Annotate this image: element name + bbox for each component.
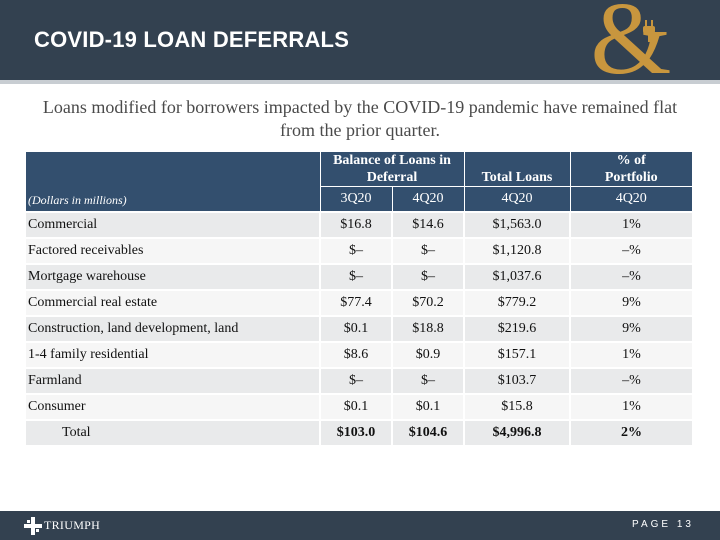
cell-total-loans: $157.1 — [464, 341, 571, 368]
cell-4q20: $0.1 — [392, 393, 465, 420]
table-row: Commercial real estate $77.4 $70.2 $779.… — [26, 289, 692, 316]
cell-4q20: $14.6 — [392, 211, 465, 238]
table-period-header-row: 3Q20 4Q20 4Q20 4Q20 — [26, 186, 692, 212]
cell-total-loans: $1,563.0 — [464, 211, 571, 238]
cell-pct: 1% — [570, 393, 692, 420]
cell-pct: –% — [570, 263, 692, 290]
row-label: Farmland — [26, 367, 321, 394]
cell-pct: 1% — [570, 211, 692, 238]
cell-pct: 9% — [570, 289, 692, 316]
plug-icon — [643, 20, 655, 42]
row-label: Mortgage warehouse — [26, 263, 321, 290]
row-label: Factored receivables — [26, 237, 321, 264]
cell-total-loans: $219.6 — [464, 315, 571, 342]
pct-portfolio-header: % of Portfolio — [570, 152, 692, 187]
cell-4q20: $18.8 — [392, 315, 465, 342]
footer-bar: TRIUMPH PAGE 13 — [0, 511, 720, 540]
cell-3q20: $16.8 — [320, 211, 393, 238]
row-label: Construction, land development, land — [26, 315, 321, 342]
period-header: 4Q20 — [570, 186, 692, 212]
table-row: Mortgage warehouse $– $– $1,037.6 –% — [26, 263, 692, 290]
period-header: 3Q20 — [320, 186, 393, 212]
total-loans-header: Total Loans — [464, 152, 571, 187]
cell-4q20: $70.2 — [392, 289, 465, 316]
table-total-row: Total $103.0 $104.6 $4,996.8 2% — [26, 419, 692, 445]
cell-3q20: $– — [320, 263, 393, 290]
cell-total-loans: $4,996.8 — [464, 419, 571, 445]
header-bar: COVID-19 LOAN DEFERRALS & — [0, 0, 720, 94]
cell-pct: 1% — [570, 341, 692, 368]
table-row: Factored receivables $– $– $1,120.8 –% — [26, 237, 692, 264]
cell-4q20: $104.6 — [392, 419, 465, 445]
row-label: Commercial real estate — [26, 289, 321, 316]
cell-4q20: $– — [392, 263, 465, 290]
cell-3q20: $77.4 — [320, 289, 393, 316]
cell-pct: 2% — [570, 419, 692, 445]
cell-3q20: $0.1 — [320, 315, 393, 342]
table-row: Consumer $0.1 $0.1 $15.8 1% — [26, 393, 692, 420]
cell-3q20: $0.1 — [320, 393, 393, 420]
brand-name: TRIUMPH — [44, 518, 101, 532]
table-row: 1-4 family residential $8.6 $0.9 $157.1 … — [26, 341, 692, 368]
period-header: 4Q20 — [392, 186, 465, 212]
table-row: Commercial $16.8 $14.6 $1,563.0 1% — [26, 211, 692, 238]
cell-4q20: $0.9 — [392, 341, 465, 368]
cell-3q20: $– — [320, 237, 393, 264]
units-label: (Dollars in millions) — [28, 193, 127, 207]
cell-3q20: $8.6 — [320, 341, 393, 368]
cell-total-loans: $1,120.8 — [464, 237, 571, 264]
triumph-cross-icon — [24, 517, 42, 535]
header-divider — [0, 80, 720, 84]
page-title: COVID-19 LOAN DEFERRALS — [34, 27, 350, 52]
table-row: Construction, land development, land $0.… — [26, 315, 692, 342]
ampersand-logo: & — [590, 0, 672, 96]
table-group-header-row: (Dollars in millions) Balance of Loans i… — [26, 152, 692, 212]
cell-total-loans: $779.2 — [464, 289, 571, 316]
row-label: Consumer — [26, 393, 321, 420]
row-label: Commercial — [26, 211, 321, 238]
cell-pct: –% — [570, 367, 692, 394]
cell-pct: –% — [570, 237, 692, 264]
table-row: Farmland $– $– $103.7 –% — [26, 367, 692, 394]
row-label: 1-4 family residential — [26, 341, 321, 368]
balance-header: Balance of Loans in Deferral — [320, 152, 465, 187]
cell-total-loans: $103.7 — [464, 367, 571, 394]
cell-3q20: $– — [320, 367, 393, 394]
cell-pct: 9% — [570, 315, 692, 342]
cell-total-loans: $1,037.6 — [464, 263, 571, 290]
cell-3q20: $103.0 — [320, 419, 393, 445]
cell-4q20: $– — [392, 237, 465, 264]
page-number: PAGE 13 — [632, 519, 694, 530]
cell-total-loans: $15.8 — [464, 393, 571, 420]
cell-4q20: $– — [392, 367, 465, 394]
slide-subtitle: Loans modified for borrowers impacted by… — [42, 97, 678, 140]
loan-deferrals-table: (Dollars in millions) Balance of Loans i… — [26, 152, 692, 445]
row-label: Total — [26, 419, 321, 445]
period-header: 4Q20 — [464, 186, 571, 212]
